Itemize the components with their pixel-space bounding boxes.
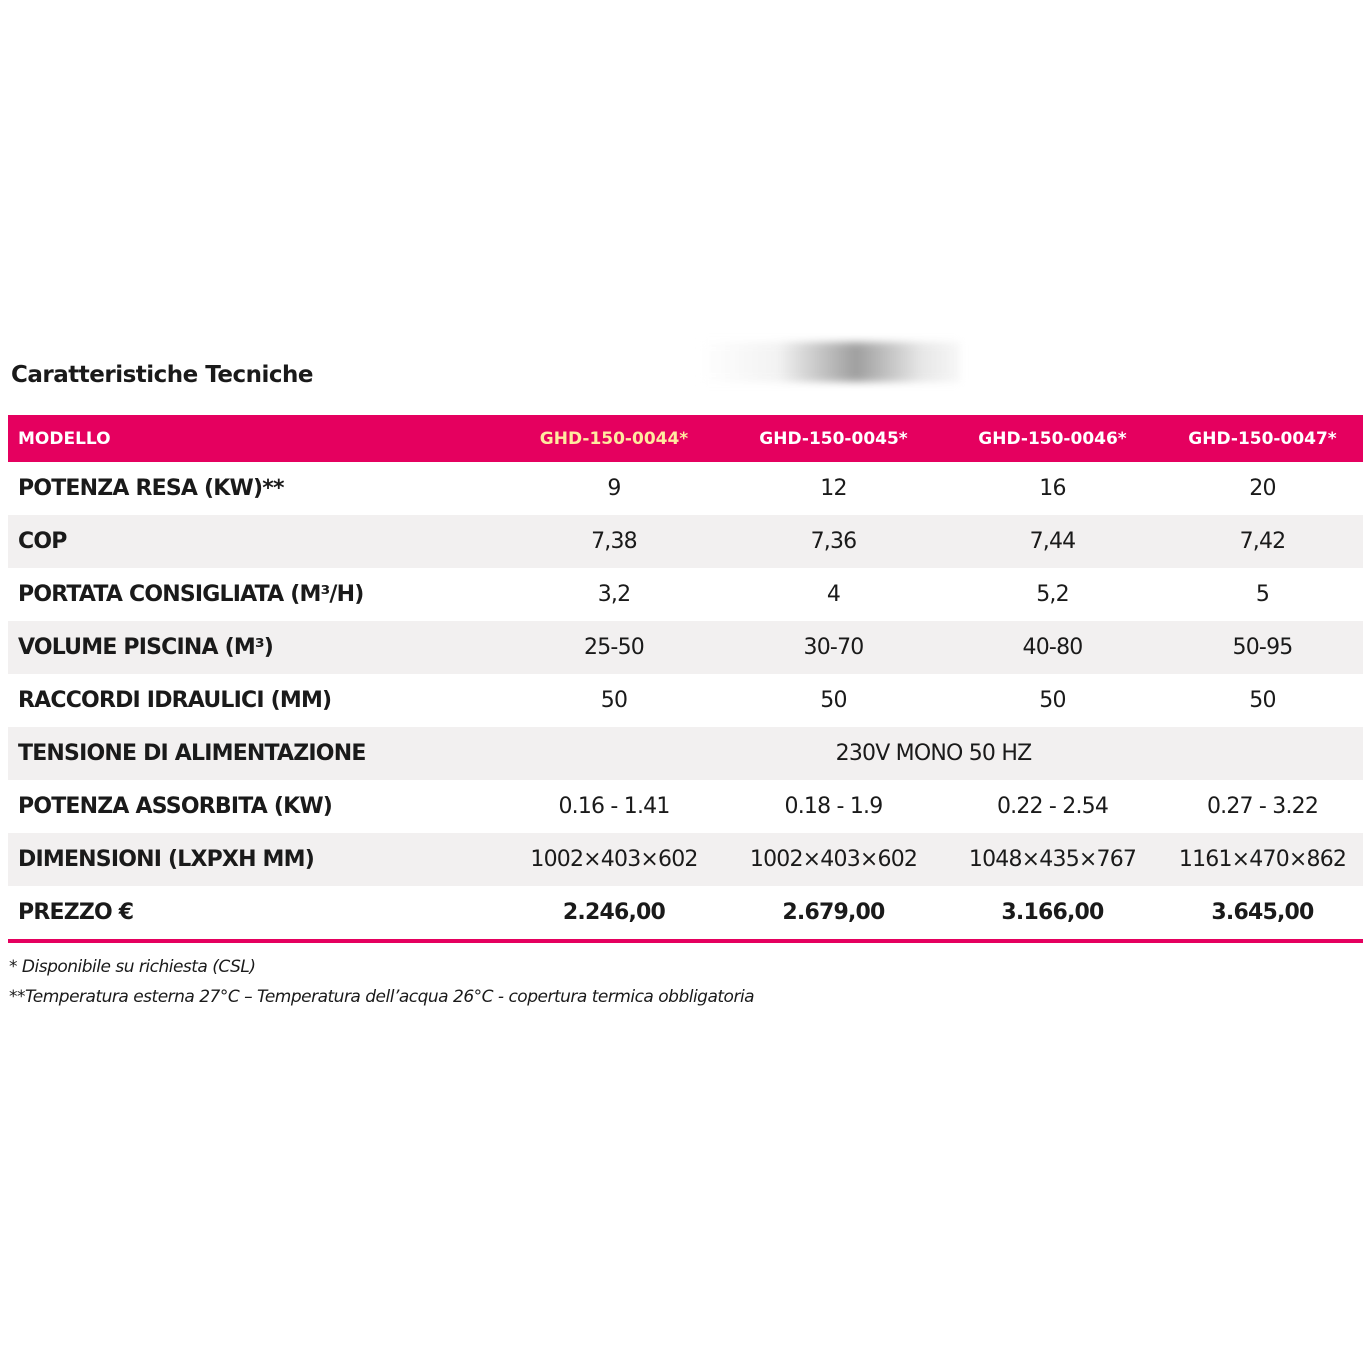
cell-value: 25-50	[584, 635, 645, 660]
cell-value: 50	[600, 688, 628, 713]
cell-value: 2.679,00	[782, 900, 885, 925]
cell-value: 0.27 - 3.22	[1206, 794, 1319, 819]
row-label: COP	[18, 529, 67, 554]
cell-value: 5,2	[1036, 582, 1069, 607]
table-row: VOLUME PISCINA (M³) 25-50 30-70 40-80 50-95	[8, 621, 1363, 674]
cell-value: 12	[820, 476, 847, 501]
row-label: POTENZA RESA (KW)**	[18, 476, 284, 501]
model-name: GHD-150-0045*	[759, 428, 908, 449]
cell-value: 7,36	[810, 529, 858, 554]
cell-value: 3.166,00	[1001, 900, 1104, 925]
cell-value: 0.18 - 1.9	[784, 794, 884, 819]
cell-value: 0.22 - 2.54	[996, 794, 1109, 819]
product-image	[700, 342, 960, 382]
row-label: DIMENSIONI (LXPXH MM)	[18, 847, 315, 872]
table-row: PREZZO € 2.246,00 2.679,00 3.166,00 3.645,00	[8, 886, 1363, 939]
cell-value: 2.246,00	[562, 900, 666, 925]
row-label: PREZZO €	[18, 900, 134, 925]
table-row: POTENZA RESA (KW)** 9 12 16 20	[8, 462, 1363, 515]
cell-value: 7,44	[1029, 529, 1077, 554]
row-label: RACCORDI IDRAULICI (MM)	[18, 688, 332, 713]
cell-value: 7,38	[591, 529, 638, 554]
cell-value: 40-80	[1022, 635, 1084, 660]
cell-value: 50-95	[1232, 635, 1294, 660]
cell-value: 1002×403×602	[530, 847, 698, 872]
row-label: TENSIONE DI ALIMENTAZIONE	[18, 741, 366, 766]
cell-value: 3,2	[597, 582, 631, 607]
cell-value: 1002×403×602	[749, 847, 918, 872]
model-name: GHD-150-0046*	[978, 428, 1127, 449]
cell-value: 4	[826, 582, 841, 607]
row-label: VOLUME PISCINA (M³)	[18, 635, 274, 660]
cell-value: 3.645,00	[1211, 900, 1314, 925]
footnote: * Disponibile su richiesta (CSL)	[9, 957, 256, 977]
cell-value: 9	[607, 476, 621, 501]
table-row: POTENZA ASSORBITA (KW) 0.16 - 1.41 0.18 - …	[8, 780, 1363, 833]
cell-value: 1161×470×862	[1178, 847, 1347, 872]
footnote: **Temperatura esterna 27°C – Temperatura…	[9, 987, 755, 1007]
table-row: PORTATA CONSIGLIATA (M³/H) 3,2 4 5,2 5	[8, 568, 1363, 621]
cell-value: 20	[1249, 476, 1276, 501]
row-label: POTENZA ASSORBITA (KW)	[18, 794, 333, 819]
spec-table: MODELLO GHD-150-0044* GHD-150-0045* GHD-150…	[8, 415, 1363, 943]
cell-value: 50	[1039, 688, 1066, 713]
table-row: COP 7,38 7,36 7,44 7,42	[8, 515, 1363, 568]
cell-value: 5	[1255, 582, 1270, 607]
model-name: GHD-150-0044*	[539, 428, 689, 449]
cell-value: 1048×435×767	[968, 847, 1137, 872]
cell-value: 50	[820, 688, 847, 713]
table-row: TENSIONE DI ALIMENTAZIONE 230V MONO 50 HZ	[8, 727, 1363, 780]
cell-value: 30-70	[803, 635, 865, 660]
table-row: RACCORDI IDRAULICI (MM) 50 50 50 50	[8, 674, 1363, 727]
cell-value: 50	[1249, 688, 1276, 713]
cell-value: 230V MONO 50 HZ	[835, 741, 1033, 766]
model-name: GHD-150-0047*	[1188, 428, 1337, 449]
cell-value: 0.16 - 1.41	[558, 794, 670, 819]
cell-value: 16	[1039, 476, 1066, 501]
table-row: DIMENSIONI (LXPXH MM) 1002×403×602 1002×40…	[8, 833, 1363, 886]
header-label: MODELLO	[18, 428, 111, 449]
section-title: Caratteristiche Tecniche	[11, 362, 314, 388]
cell-value: 7,42	[1239, 529, 1287, 554]
row-label: PORTATA CONSIGLIATA (M³/H)	[18, 582, 364, 607]
header-row: MODELLO GHD-150-0044* GHD-150-0045* GHD-150…	[8, 415, 1363, 462]
